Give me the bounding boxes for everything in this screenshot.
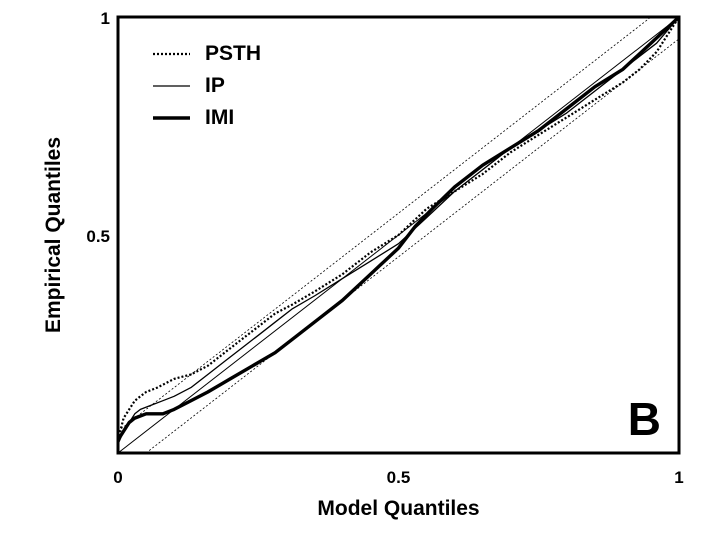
- series-line-ip: [117, 16, 680, 445]
- plot-frame: [116, 15, 681, 455]
- series-line-psth: [116, 16, 680, 441]
- y-tick-label: 1: [101, 9, 110, 28]
- x-tick-label: 1: [674, 468, 683, 487]
- y-axis-label: Empirical Quantiles: [42, 137, 65, 333]
- legend-label-ip: IP: [205, 74, 225, 97]
- x-axis-label: Model Quantiles: [317, 497, 479, 520]
- legend-label-imi: IMI: [205, 106, 234, 129]
- series-line-imi: [116, 15, 681, 441]
- lower-bound-line: [145, 38, 680, 454]
- y-tick-label: 0.5: [86, 227, 110, 246]
- x-tick-label: 0: [113, 468, 122, 487]
- x-tick-label: 0.5: [387, 468, 411, 487]
- legend: PSTH IP IMI: [153, 42, 261, 129]
- panel-label: B: [628, 393, 661, 445]
- legend-label-psth: PSTH: [205, 42, 261, 65]
- upper-bound-line: [117, 16, 652, 432]
